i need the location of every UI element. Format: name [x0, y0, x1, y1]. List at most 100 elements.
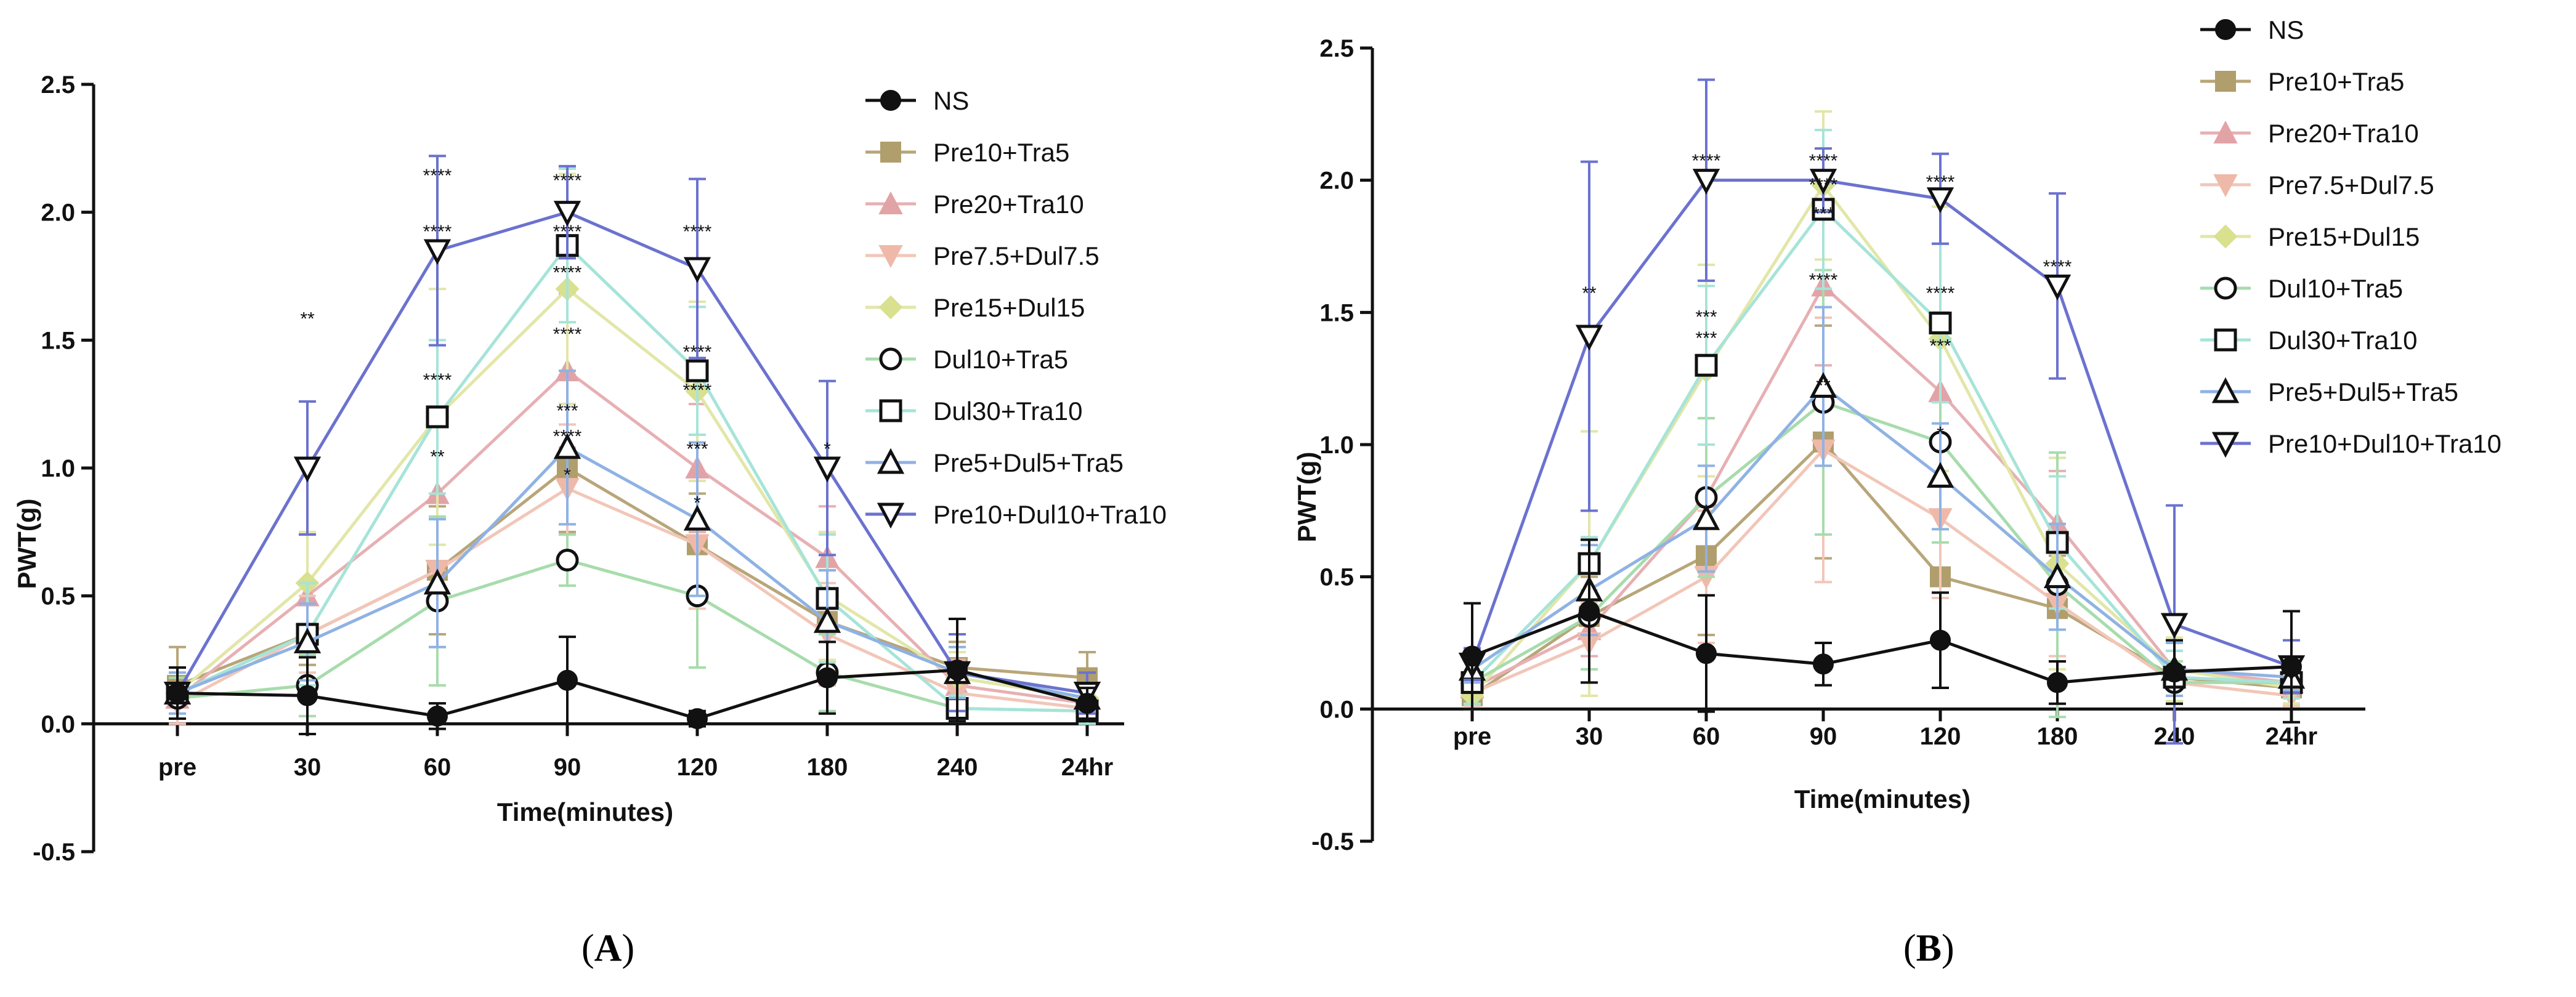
- legend-label: NS: [933, 86, 969, 115]
- data-point: [1692, 169, 1720, 195]
- y-tick-label: 2.0: [1319, 168, 1354, 195]
- legend-label: Dul10+Tra5: [2268, 274, 2403, 303]
- x-tick-label: 60: [424, 754, 452, 781]
- data-point: [683, 257, 711, 283]
- data-point: [1077, 693, 1098, 714]
- legend-label: Pre10+Dul10+Tra10: [933, 500, 1167, 529]
- legend-label: Dul30+Tra10: [2268, 326, 2417, 355]
- data-point: [426, 405, 449, 429]
- significance-label: ****: [423, 166, 452, 186]
- legend-label: Pre5+Dul5+Tra5: [2268, 377, 2458, 406]
- y-tick-label: -0.5: [33, 839, 75, 866]
- y-tick-label: 1.0: [1319, 432, 1354, 459]
- significance-label: **: [1816, 376, 1831, 396]
- y-tick-label: 0.0: [41, 711, 75, 738]
- data-point: [686, 359, 709, 382]
- data-point: [1813, 653, 1834, 675]
- legend-marker: [2215, 71, 2236, 92]
- significance-label: ***: [1812, 204, 1834, 224]
- legend-marker: [2213, 120, 2238, 143]
- series-line: [1470, 179, 2292, 668]
- legend-marker: [878, 245, 903, 268]
- significance-label: *: [1937, 423, 1944, 443]
- data-point: [1695, 353, 1718, 377]
- x-tick-label: pre: [1453, 723, 1491, 750]
- legend-label: Pre20+Tra10: [933, 190, 1084, 219]
- legend: NS Pre10+Tra5 Pre20+Tra10 Pre7.5+Dul7.5 Pre1…: [2200, 15, 2501, 458]
- x-tick-label: 120: [1920, 723, 1961, 750]
- x-tick-label: 180: [2037, 723, 2078, 750]
- significance-label: ***: [686, 439, 708, 459]
- significance-label: ***: [1695, 307, 1717, 328]
- significance-label: **: [1816, 376, 1831, 396]
- legend-marker: [879, 399, 902, 422]
- data-point: [1809, 169, 1837, 195]
- x-tick-label: 60: [1693, 723, 1720, 750]
- series-line: [176, 486, 1088, 710]
- y-tick-label: -0.5: [1311, 828, 1354, 855]
- data-point: [423, 239, 452, 265]
- series-line: [177, 445, 1088, 700]
- series-line: [1472, 448, 2292, 698]
- significance-label: *: [564, 465, 571, 485]
- data-point: [813, 456, 841, 483]
- x-tick-label: 180: [807, 754, 848, 781]
- legend-marker: [2211, 432, 2240, 458]
- data-point: [167, 682, 188, 704]
- significance-label: **: [300, 309, 315, 329]
- legend-label: Pre15+Dul15: [2268, 222, 2420, 251]
- data-point: [1579, 600, 1600, 622]
- data-point: [1696, 643, 1717, 664]
- x-tick-label: 90: [1810, 723, 1837, 750]
- legend-label: Pre5+Dul5+Tra5: [933, 448, 1124, 477]
- significance-label: ****: [2043, 257, 2072, 277]
- series-line: [1471, 384, 2292, 679]
- legend-label: Dul30+Tra10: [933, 397, 1082, 426]
- series-line: [176, 243, 1088, 713]
- significance-label: ***: [556, 401, 578, 421]
- legend-marker: [878, 295, 903, 320]
- significance-label: ****: [423, 370, 452, 390]
- series-line: [176, 211, 1088, 695]
- data-point: [2043, 562, 2072, 589]
- y-tick-label: 2.0: [41, 200, 75, 227]
- legend-label: Pre15+Dul15: [933, 293, 1085, 322]
- significance-label: ****: [1809, 151, 1838, 171]
- significance-label: ****: [1926, 172, 1955, 193]
- data-point: [553, 433, 581, 459]
- x-axis-title: Time(minutes): [497, 797, 673, 826]
- panel-label-a: (A): [581, 927, 635, 969]
- legend-label: Dul10+Tra5: [933, 345, 1068, 374]
- significance-label: **: [1582, 283, 1597, 304]
- significance-label: ****: [423, 222, 452, 242]
- x-tick-label: 24hr: [2266, 723, 2318, 750]
- significance-label: ****: [1692, 151, 1721, 171]
- legend-marker: [877, 503, 905, 529]
- data-point: [683, 504, 711, 531]
- legend-label: Pre20+Tra10: [2268, 119, 2419, 148]
- legend-label: Pre7.5+Dul7.5: [933, 241, 1100, 270]
- data-point: [2047, 672, 2068, 693]
- legend-marker: [878, 191, 903, 214]
- x-tick-label: 90: [554, 754, 581, 781]
- y-tick-label: 0.5: [41, 583, 75, 610]
- y-tick-label: 0.5: [1319, 564, 1354, 591]
- y-tick-label: 1.5: [1319, 299, 1354, 326]
- series-line: [177, 668, 1088, 721]
- data-point: [1462, 645, 1483, 667]
- y-axis-title: PWT(g): [1292, 452, 1321, 543]
- series-line: [1472, 609, 2292, 684]
- data-point: [1809, 372, 1837, 398]
- legend-marker: [880, 142, 901, 163]
- significance-label: ****: [553, 263, 582, 283]
- data-point: [1926, 187, 1954, 214]
- data-point: [1692, 504, 1720, 530]
- y-tick-label: 1.0: [41, 455, 75, 482]
- series-line: [1471, 283, 2292, 690]
- x-axis-title: Time(minutes): [1794, 785, 1970, 813]
- legend-label: NS: [2268, 15, 2304, 44]
- series-pre10-dul10-tra10: [1458, 78, 2306, 745]
- y-tick-label: 1.5: [41, 327, 75, 354]
